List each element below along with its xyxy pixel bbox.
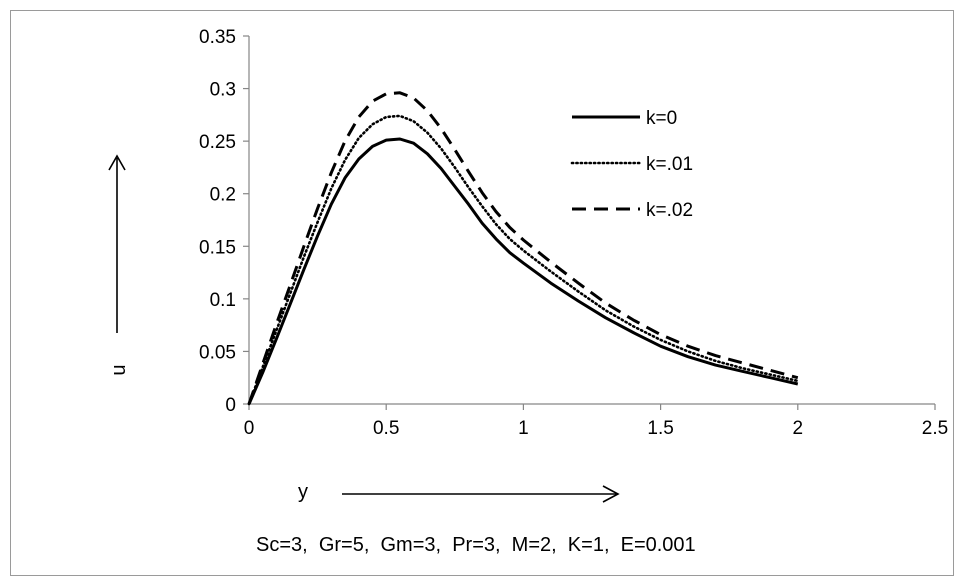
x-tick-label: 1 <box>518 418 529 439</box>
y-label-arrow-head <box>108 154 126 171</box>
legend-label: k=.01 <box>646 154 693 175</box>
x-label-arrow-head <box>602 485 620 503</box>
chart-frame <box>10 10 954 576</box>
y-tick-label: 0.1 <box>210 290 236 311</box>
legend: k=0 k=.01 k=.02 <box>570 108 693 221</box>
legend-label: k=.02 <box>646 200 693 221</box>
y-tick-label: 0.25 <box>199 132 236 153</box>
y-tick-label: 0.3 <box>210 80 236 101</box>
series-line-k=.01 <box>247 114 800 406</box>
series-lines <box>247 91 800 406</box>
x-tick-label: 0 <box>244 418 255 439</box>
x-tick-label: 0.5 <box>373 418 399 439</box>
y-tick-label: 0.15 <box>199 237 236 258</box>
series-line-k=0 <box>247 137 799 405</box>
y-tick-label: 0 <box>225 395 236 416</box>
legend-label: k=0 <box>646 108 677 129</box>
x-tick-label: 2 <box>793 418 804 439</box>
series-line-k=.02 <box>247 91 799 405</box>
y-tick-label: 0.2 <box>210 185 236 206</box>
parameter-caption: Sc=3, Gr=5, Gm=3, Pr=3, M=2, K=1, E=0.00… <box>256 534 696 556</box>
y-axis-label: u <box>108 364 130 375</box>
axes <box>243 35 936 410</box>
y-tick-labels: 0 0.05 0.1 0.15 0.2 0.25 0.3 0.35 <box>199 27 236 416</box>
x-tick-labels: 0 0.5 1 1.5 2 2.5 <box>244 418 949 439</box>
y-tick-label: 0.05 <box>199 342 236 363</box>
x-tick-label: 2.5 <box>922 418 948 439</box>
y-tick-label: 0.35 <box>199 27 236 48</box>
x-axis-label: y <box>298 481 308 503</box>
x-tick-label: 1.5 <box>647 418 673 439</box>
